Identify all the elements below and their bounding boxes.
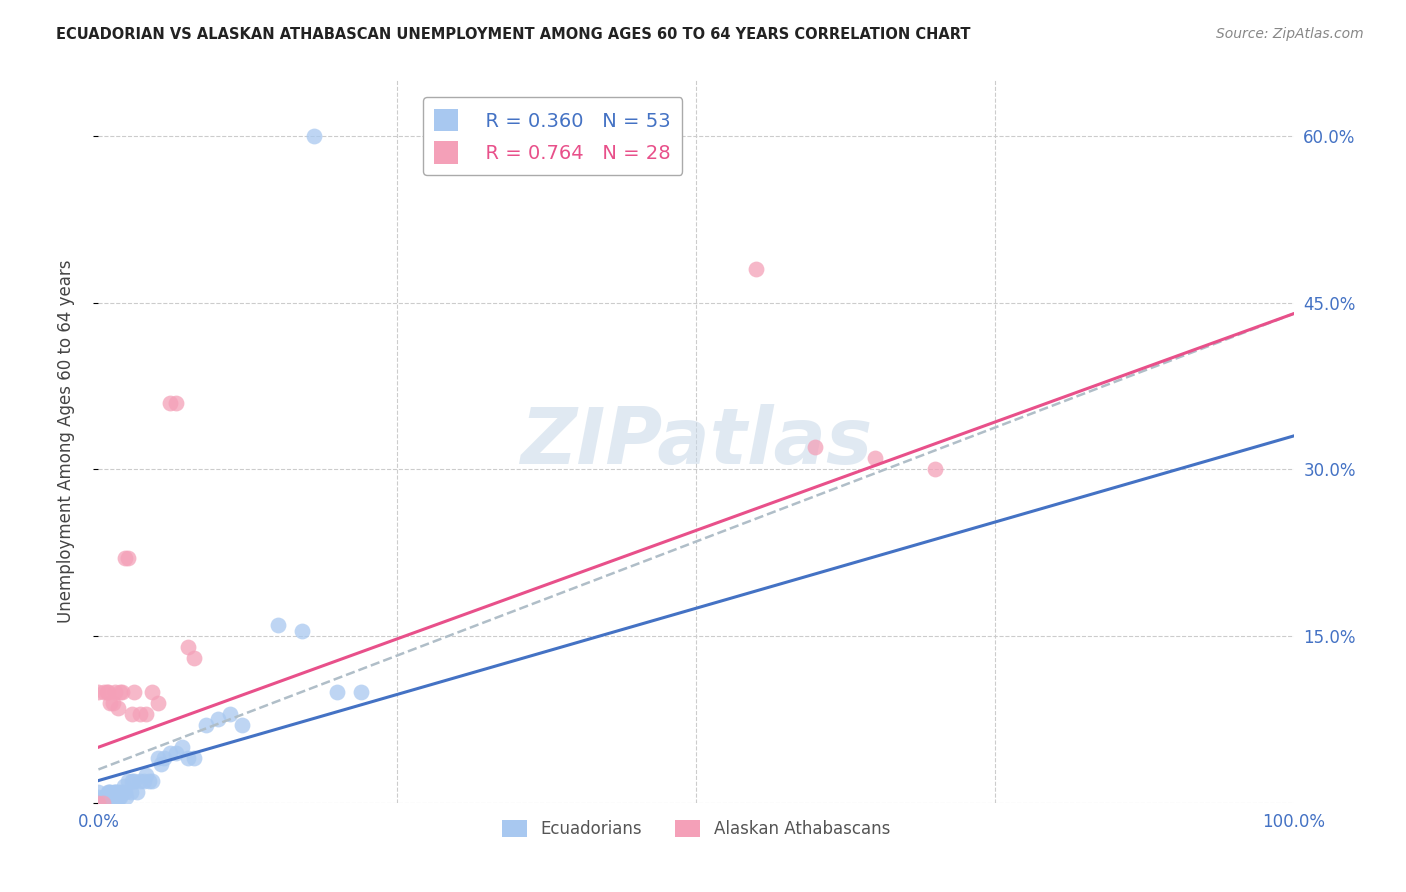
Point [93,684,115,698]
Point [141,684,163,698]
Point [117,551,139,566]
Point [159,746,181,760]
Point [207,713,229,727]
Point [195,718,218,732]
Point [114,785,136,799]
Point [98,696,122,710]
Point [87,790,110,805]
Point [183,651,205,665]
Point [135,768,157,782]
Point [350,684,373,698]
Point [98,790,122,805]
Point [165,395,187,409]
Point [219,706,242,721]
Point [93,790,115,805]
Point [107,701,129,715]
Point [98,785,122,799]
Point [302,128,325,143]
Point [124,684,146,698]
Point [97,785,120,799]
Point [110,785,132,799]
Point [745,262,768,277]
Point [96,790,118,805]
Point [98,785,121,799]
Point [129,773,152,788]
Point [104,785,127,799]
Point [105,796,128,810]
Point [91,796,114,810]
Point [101,696,124,710]
Point [96,684,118,698]
Point [104,684,127,698]
Point [87,785,110,799]
Point [108,684,131,698]
Text: ECUADORIAN VS ALASKAN ATHABASCAN UNEMPLOYMENT AMONG AGES 60 TO 64 YEARS CORRELAT: ECUADORIAN VS ALASKAN ATHABASCAN UNEMPLO… [56,27,970,42]
Point [148,751,170,765]
Point [97,796,120,810]
Point [121,706,143,721]
Point [153,751,176,765]
Point [124,773,146,788]
Point [101,790,124,805]
Point [148,696,170,710]
Point [129,706,152,721]
Point [159,395,181,409]
Point [121,773,143,788]
Point [267,618,290,632]
Point [111,684,134,698]
Point [103,785,125,799]
Point [91,796,114,810]
Point [149,756,172,771]
Point [105,785,128,799]
Text: ZIPatlas: ZIPatlas [520,403,872,480]
Point [97,684,120,698]
Y-axis label: Unemployment Among Ages 60 to 64 years: Unemployment Among Ages 60 to 64 years [56,260,75,624]
Point [183,751,205,765]
Point [87,684,110,698]
Point [111,785,134,799]
Point [291,624,314,638]
Point [172,740,194,755]
Point [865,451,887,466]
Point [141,773,163,788]
Point [165,746,187,760]
Point [117,773,139,788]
Point [231,718,253,732]
Point [87,796,110,810]
Text: Source: ZipAtlas.com: Source: ZipAtlas.com [1216,27,1364,41]
Point [107,785,129,799]
Point [87,796,110,810]
Point [135,706,157,721]
Point [125,785,148,799]
Point [114,551,136,566]
Point [107,790,129,805]
Point [98,796,122,810]
Legend: Ecuadorians, Alaskan Athabascans: Ecuadorians, Alaskan Athabascans [495,814,897,845]
Point [177,640,200,655]
Point [138,773,160,788]
Point [326,684,349,698]
Point [132,773,155,788]
Point [120,785,142,799]
Point [924,462,946,476]
Point [93,796,115,810]
Point [112,779,135,793]
Point [115,790,138,805]
Point [108,790,131,805]
Point [804,440,827,454]
Point [177,751,200,765]
